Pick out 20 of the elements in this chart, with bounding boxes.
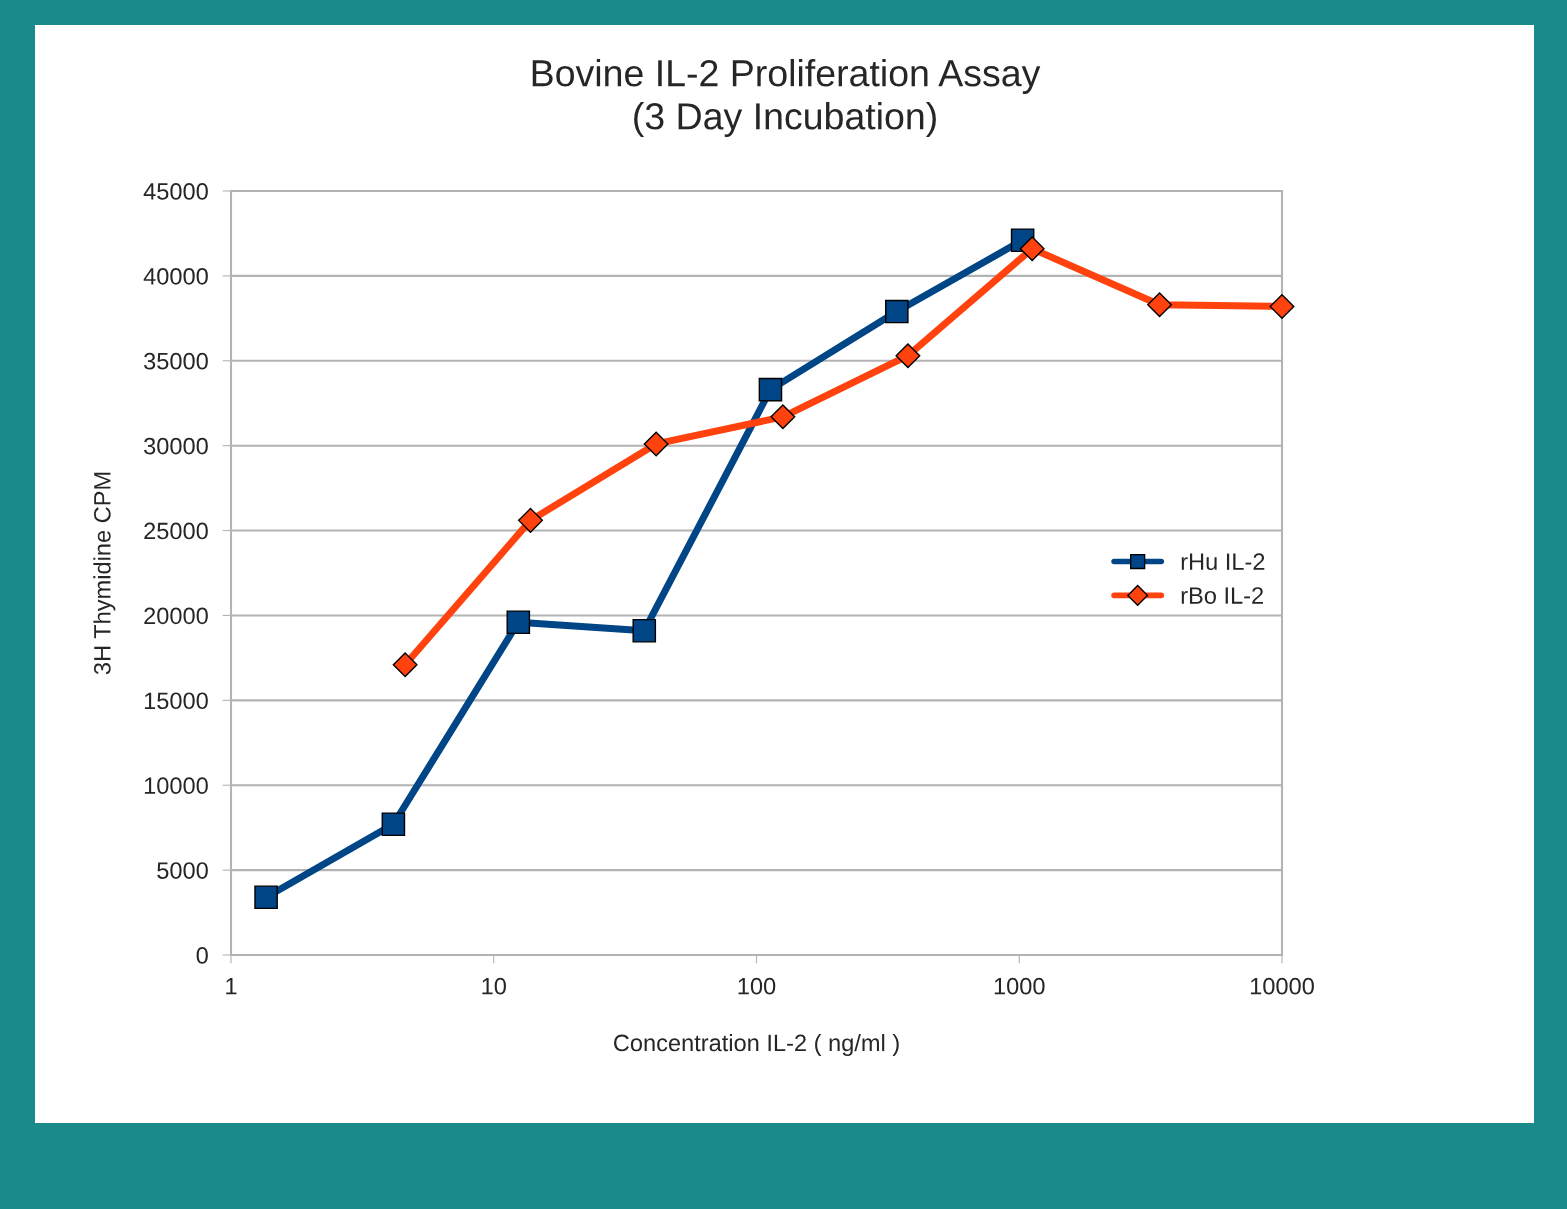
y-tick-label: 20000 <box>144 607 208 625</box>
y-tick-label: 25000 <box>144 522 208 540</box>
y-tick-label: 15000 <box>144 692 208 710</box>
y-tick-label: 0 <box>196 947 208 964</box>
y-tick-label: 40000 <box>143 267 208 285</box>
y-axis-title: 3H Thymidine CPM <box>93 472 116 675</box>
x-tick-label: 1 <box>226 978 237 995</box>
y-tick-label: 30000 <box>144 437 208 455</box>
x-tick-label: 100 <box>738 977 776 995</box>
y-tick-label: 35000 <box>144 352 208 370</box>
y-tick-label: 5000 <box>157 862 208 879</box>
y-tick-label: 10000 <box>144 777 208 795</box>
x-tick-label: 10 <box>482 977 506 995</box>
legend-label: rHu IL-2 <box>1181 553 1265 571</box>
y-tick-label: 45000 <box>143 183 208 200</box>
x-axis-title: Concentration IL-2 ( ng/ml ) <box>614 1033 899 1056</box>
x-tick-label: 10000 <box>1250 977 1314 995</box>
legend-label: rBo IL-2 <box>1181 587 1263 604</box>
x-tick-label: 1000 <box>994 977 1045 995</box>
chart-title: Bovine IL-2 Proliferation Assay (3 Day Incubation) <box>532 58 1041 138</box>
